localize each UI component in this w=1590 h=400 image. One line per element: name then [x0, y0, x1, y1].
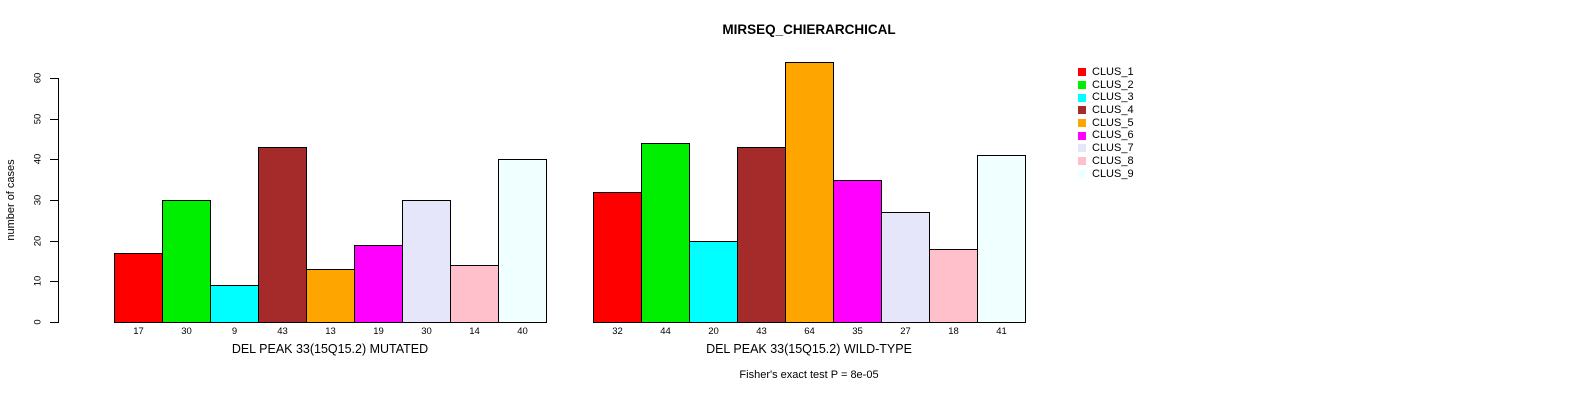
y-axis-title: number of cases — [5, 159, 17, 241]
bar-clus_5 — [785, 62, 834, 323]
legend-entry-label: CLUS_4 — [1092, 104, 1134, 117]
y-tick-label: 50 — [32, 113, 44, 124]
bar-value-label: 19 — [373, 325, 384, 337]
bar-clus_6 — [833, 180, 882, 323]
y-tick-label: 40 — [32, 154, 44, 165]
bar-clus_7 — [402, 200, 451, 323]
y-axis-line — [58, 78, 59, 323]
y-tick-label: 10 — [32, 276, 44, 287]
legend-color-swatch — [1078, 131, 1086, 140]
y-tick-mark — [50, 159, 58, 161]
chart-title: MIRSEQ_CHIERARCHICAL — [722, 22, 896, 37]
legend-color-swatch — [1078, 106, 1086, 115]
bar-value-label: 13 — [325, 325, 336, 337]
bar-value-label: 30 — [421, 325, 432, 337]
bar-clus_1 — [114, 253, 163, 323]
bar-value-label: 40 — [517, 325, 528, 337]
bar-clus_8 — [929, 249, 978, 323]
legend-entry-label: CLUS_8 — [1092, 154, 1134, 167]
y-tick-mark — [50, 118, 58, 120]
y-tick-mark — [50, 281, 58, 283]
legend-entry: CLUS_8 — [1078, 155, 1134, 168]
bar-value-label: 17 — [133, 325, 144, 337]
bar-value-label: 35 — [852, 325, 863, 337]
legend-entry: CLUS_1 — [1078, 66, 1134, 79]
bar-value-label: 30 — [181, 325, 192, 337]
bar-clus_2 — [162, 200, 211, 323]
bar-value-label: 18 — [948, 325, 959, 337]
bar-clus_4 — [258, 147, 307, 323]
y-tick-mark — [50, 322, 58, 323]
legend-color-swatch — [1078, 68, 1086, 77]
legend-color-swatch — [1078, 93, 1086, 102]
legend-entry-label: CLUS_5 — [1092, 116, 1134, 129]
bar-clus_2 — [641, 143, 690, 323]
y-tick-mark — [50, 200, 58, 201]
bar-value-label: 14 — [469, 325, 480, 337]
legend-entry-label: CLUS_7 — [1092, 142, 1134, 155]
legend-entry: CLUS_7 — [1078, 142, 1134, 155]
legend-entry: CLUS_3 — [1078, 91, 1134, 104]
fisher-test-annotation: Fisher's exact test P = 8e-05 — [739, 369, 879, 381]
legend-entry: CLUS_5 — [1078, 117, 1134, 130]
bar-clus_3 — [689, 241, 738, 323]
legend-color-swatch — [1078, 157, 1086, 166]
bar-value-label: 20 — [708, 325, 719, 337]
legend-entry-label: CLUS_3 — [1092, 91, 1134, 104]
legend-entry: CLUS_9 — [1078, 168, 1134, 181]
legend-entry: CLUS_6 — [1078, 129, 1134, 142]
legend-entry: CLUS_4 — [1078, 104, 1134, 117]
y-tick-mark — [50, 78, 58, 79]
bar-clus_9 — [498, 159, 547, 323]
legend-color-swatch — [1078, 119, 1086, 128]
bar-value-label: 43 — [277, 325, 288, 337]
bar-clus_1 — [593, 192, 642, 323]
legend-entry-label: CLUS_9 — [1092, 167, 1134, 180]
bar-clus_3 — [210, 285, 259, 323]
y-tick-label: 20 — [32, 235, 44, 246]
bar-clus_8 — [450, 265, 499, 323]
y-tick-label: 60 — [32, 72, 44, 84]
bar-clus_5 — [306, 269, 355, 323]
bar-value-label: 44 — [660, 325, 671, 337]
y-tick-label: 30 — [32, 194, 44, 206]
group-axis-label: DEL PEAK 33(15Q15.2) WILD-TYPE — [706, 341, 912, 356]
bar-clus_4 — [737, 147, 786, 323]
legend-entry-label: CLUS_1 — [1092, 66, 1134, 78]
bar-value-label: 27 — [900, 325, 911, 337]
y-tick-mark — [50, 240, 58, 242]
legend: CLUS_1 CLUS_2 CLUS_3 CLUS_4 CLUS_5 CLUS_6 CLUS… — [1078, 66, 1134, 180]
bar-clus_9 — [977, 155, 1026, 323]
bar-value-label: 64 — [804, 325, 815, 337]
bar-clus_7 — [881, 212, 930, 323]
bar-value-label: 41 — [996, 325, 1007, 337]
y-tick-label: 0 — [32, 319, 44, 325]
legend-entry-label: CLUS_6 — [1092, 129, 1134, 142]
legend-color-swatch — [1078, 81, 1086, 90]
group-axis-label: DEL PEAK 33(15Q15.2) MUTATED — [231, 341, 429, 356]
bar-value-label: 43 — [756, 325, 767, 337]
bar-value-label: 9 — [231, 325, 238, 337]
bar-value-label: 32 — [612, 325, 623, 337]
legend-entry: CLUS_2 — [1078, 79, 1134, 92]
legend-color-swatch — [1078, 144, 1086, 153]
bar-clus_6 — [354, 245, 403, 323]
legend-color-swatch — [1078, 169, 1086, 178]
legend-entry-label: CLUS_2 — [1092, 78, 1134, 91]
